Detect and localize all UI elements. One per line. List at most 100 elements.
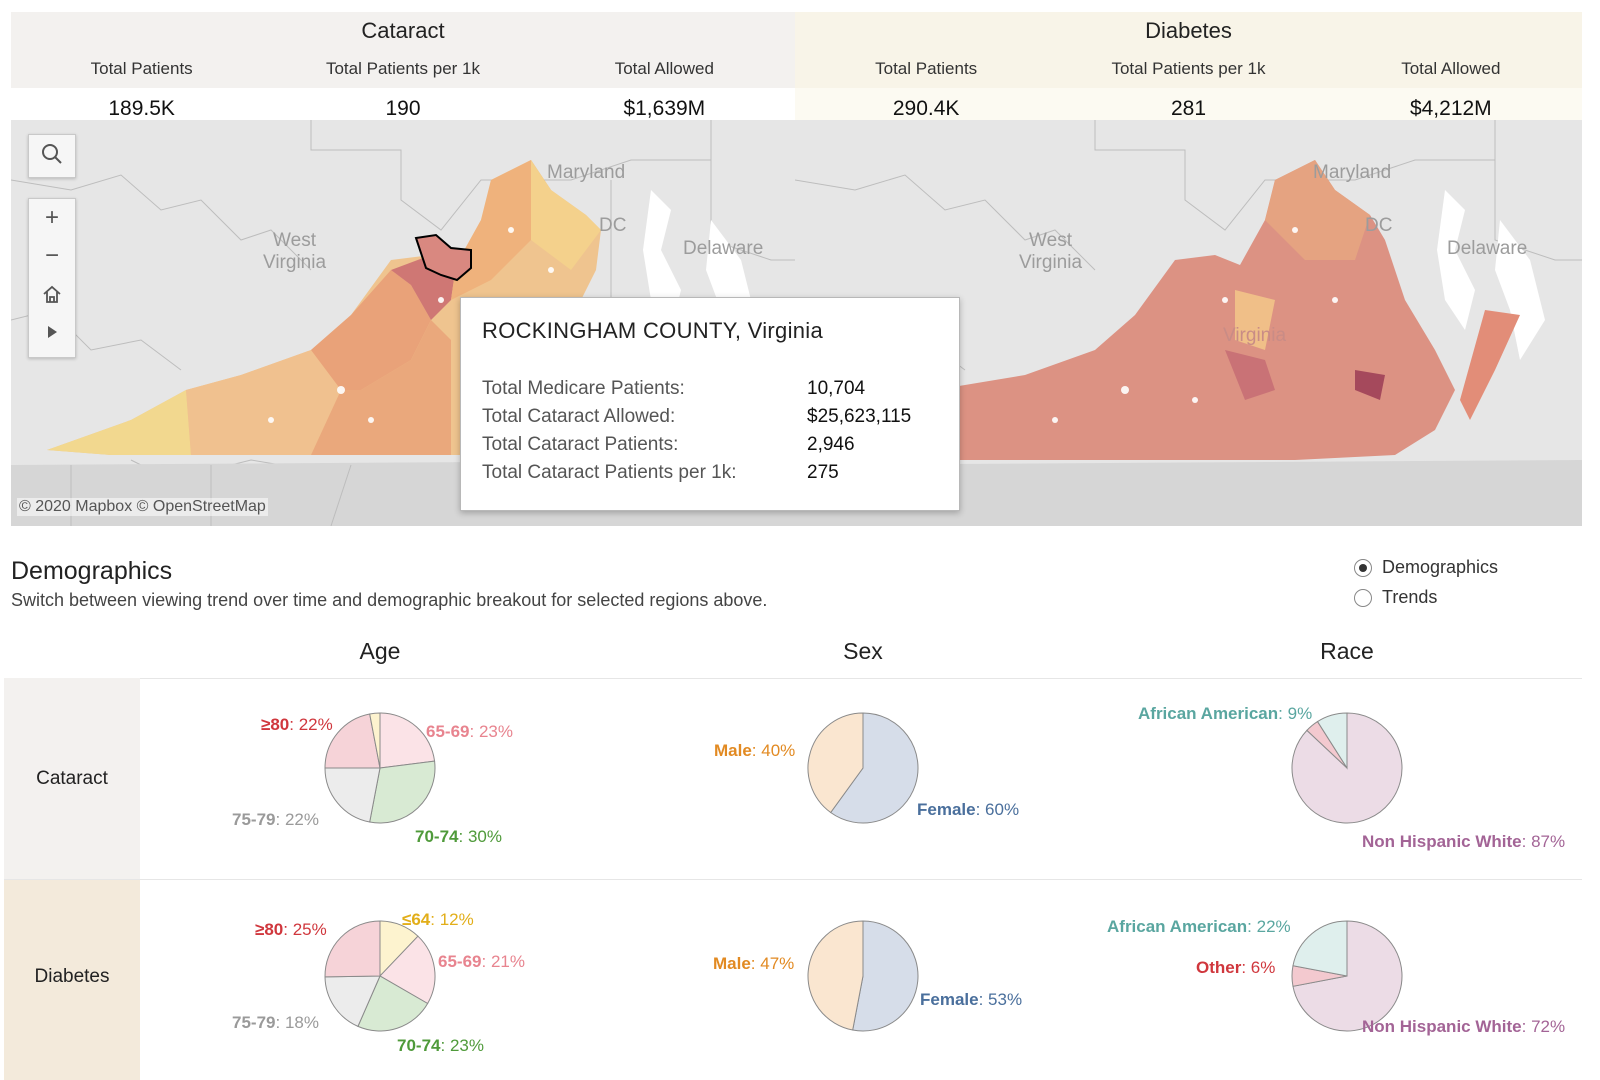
radio-unselected-icon[interactable] bbox=[1354, 588, 1372, 607]
pie-label-pct: 47% bbox=[760, 954, 795, 973]
pie-label: 70-74: 30% bbox=[415, 827, 502, 846]
tooltip-row: Total Cataract Patients per 1k: 275 bbox=[482, 462, 839, 484]
county-tooltip: ROCKINGHAM COUNTY, Virginia Total Medica… bbox=[460, 297, 960, 511]
pie-label-pct: 87% bbox=[1531, 832, 1566, 851]
pie-label-name: Other bbox=[1196, 958, 1242, 977]
pie-label-pct: 25% bbox=[292, 920, 327, 939]
map-zoom-controls: + − bbox=[28, 198, 76, 358]
kpi-header-total-allowed: Total Allowed bbox=[614, 59, 714, 78]
pie-label-name: Male bbox=[714, 741, 752, 760]
pie-slice-diabetes-age-1[interactable] bbox=[379, 935, 436, 1005]
tooltip-value: 275 bbox=[807, 462, 839, 483]
radio-trends[interactable]: Trends bbox=[1354, 587, 1437, 608]
pie-label: 65-69: 23% bbox=[426, 722, 513, 741]
column-header-race: Race bbox=[1320, 638, 1374, 664]
row-band-cataract: Cataract bbox=[4, 678, 140, 879]
play-icon[interactable] bbox=[29, 313, 75, 351]
radio-selected-icon[interactable] bbox=[1354, 558, 1372, 577]
pie-label-pct: 60% bbox=[985, 800, 1020, 819]
pie-slice-cataract-race-0[interactable] bbox=[1291, 712, 1403, 824]
pie-label-name: African American bbox=[1138, 704, 1279, 723]
pie-slice-diabetes-race-2[interactable] bbox=[1292, 920, 1348, 977]
tooltip-row: Total Medicare Patients: 10,704 bbox=[482, 378, 865, 400]
search-icon[interactable] bbox=[29, 135, 75, 173]
pie-label-name: ≥80 bbox=[255, 920, 284, 939]
pie-slice-diabetes-sex-0[interactable] bbox=[852, 920, 919, 1032]
tooltip-value: $25,623,115 bbox=[807, 406, 912, 427]
row-label-diabetes: Diabetes bbox=[34, 966, 110, 987]
pie-label: 75-79: 22% bbox=[232, 810, 319, 829]
pie-slice-diabetes-race-0[interactable] bbox=[1292, 920, 1403, 1032]
map-label-dc: DC bbox=[599, 215, 627, 236]
pie-label-name: 70-74 bbox=[397, 1036, 441, 1055]
pie-slice-cataract-sex-0[interactable] bbox=[829, 712, 919, 824]
kpi-value-total-allowed: $1,639M bbox=[623, 97, 706, 120]
kpi-header-total-patients: Total Patients bbox=[875, 59, 978, 78]
tooltip-row: Total Cataract Allowed: $25,623,115 bbox=[482, 406, 911, 428]
tooltip-label: Total Cataract Patients per 1k: bbox=[482, 462, 737, 483]
demographics-title: Demographics bbox=[11, 557, 173, 585]
pie-slice-diabetes-race-1[interactable] bbox=[1291, 965, 1348, 987]
map-search-control[interactable] bbox=[28, 134, 76, 178]
pie-slice-cataract-age-3[interactable] bbox=[324, 713, 381, 769]
zoom-in-icon[interactable]: + bbox=[44, 204, 59, 231]
pie-slice-cataract-race-1[interactable] bbox=[1306, 720, 1348, 769]
pie-slice-diabetes-age-4[interactable] bbox=[324, 920, 381, 978]
diabetes-map-canvas bbox=[795, 120, 1582, 526]
pie-label-name: Female bbox=[920, 990, 979, 1009]
pie-label-name: Male bbox=[713, 954, 751, 973]
pie-label: 70-74: 23% bbox=[397, 1036, 484, 1055]
kpi-value-total-patients: 290.4K bbox=[892, 97, 960, 120]
pie-slice-cataract-age-4[interactable] bbox=[369, 712, 381, 769]
pie-label: Other: 6% bbox=[1196, 958, 1276, 977]
pie-label-pct: 53% bbox=[988, 990, 1023, 1009]
map-label-west-virginia-text: West Virginia bbox=[1019, 230, 1083, 273]
kpi-value-patients-per-1k: 190 bbox=[385, 97, 421, 120]
row-band-diabetes: Diabetes bbox=[4, 880, 140, 1080]
tooltip-label: Total Cataract Allowed: bbox=[482, 406, 676, 427]
pie-label: 65-69: 21% bbox=[438, 952, 525, 971]
pie-label-name: 65-69 bbox=[426, 722, 470, 741]
demographics-subtitle: Switch between viewing trend over time a… bbox=[11, 590, 768, 610]
tooltip-label: Total Cataract Patients: bbox=[482, 434, 679, 455]
pie-label: Non Hispanic White: 72% bbox=[1362, 1017, 1566, 1036]
pie-label-name: Non Hispanic White bbox=[1362, 1017, 1522, 1036]
pie-slice-diabetes-sex-1[interactable] bbox=[807, 920, 864, 1031]
pie-label-pct: 22% bbox=[284, 810, 319, 829]
kpi-value-total-allowed: $4,212M bbox=[1409, 97, 1492, 120]
pie-label: Non Hispanic White: 87% bbox=[1362, 832, 1566, 851]
pie-label-name: Non Hispanic White bbox=[1362, 832, 1522, 851]
pie-label: ≥80: 25% bbox=[255, 920, 327, 939]
map-label-virginia: Virginia bbox=[1223, 325, 1287, 346]
kpi-value-total-patients: 189.5K bbox=[108, 97, 175, 120]
row-label-cataract: Cataract bbox=[36, 768, 108, 789]
pie-slice-cataract-race-2[interactable] bbox=[1316, 712, 1348, 770]
pie-label-pct: 22% bbox=[298, 715, 333, 734]
divider bbox=[4, 879, 1582, 880]
tooltip-value: 2,946 bbox=[807, 434, 855, 455]
kpi-value-patients-per-1k: 281 bbox=[1170, 97, 1207, 120]
pie-label: Male: 47% bbox=[713, 954, 795, 973]
pie-label-pct: 23% bbox=[478, 722, 513, 741]
pie-label-pct: 40% bbox=[761, 741, 796, 760]
map-credit[interactable]: © 2020 Mapbox © OpenStreetMap bbox=[17, 498, 268, 516]
kpi-header-patients-per-1k: Total Patients per 1k bbox=[325, 59, 480, 78]
zoom-out-icon[interactable]: − bbox=[44, 242, 59, 269]
pie-label-pct: 21% bbox=[490, 952, 525, 971]
map-label-delaware: Delaware bbox=[1447, 238, 1528, 259]
pie-slice-cataract-age-2[interactable] bbox=[324, 767, 381, 823]
radio-demographics[interactable]: Demographics bbox=[1354, 557, 1498, 578]
home-icon[interactable] bbox=[29, 275, 75, 313]
tooltip-label: Total Medicare Patients: bbox=[482, 378, 685, 399]
pie-label-pct: 18% bbox=[284, 1013, 319, 1032]
kpi-header-total-allowed: Total Allowed bbox=[1401, 59, 1501, 78]
tooltip-value: 10,704 bbox=[807, 378, 866, 399]
diabetes-kpi-title: Diabetes bbox=[1145, 18, 1232, 43]
pie-slice-diabetes-age-3[interactable] bbox=[324, 975, 381, 1028]
pie-slice-cataract-sex-1[interactable] bbox=[807, 712, 864, 814]
pie-label-name: ≤64 bbox=[402, 910, 431, 929]
column-header-age: Age bbox=[359, 638, 401, 664]
pie-slice-cataract-age-1[interactable] bbox=[369, 760, 436, 824]
map-label-west-virginia: West Virginia bbox=[263, 230, 326, 274]
pie-slice-diabetes-age-2[interactable] bbox=[357, 975, 429, 1032]
